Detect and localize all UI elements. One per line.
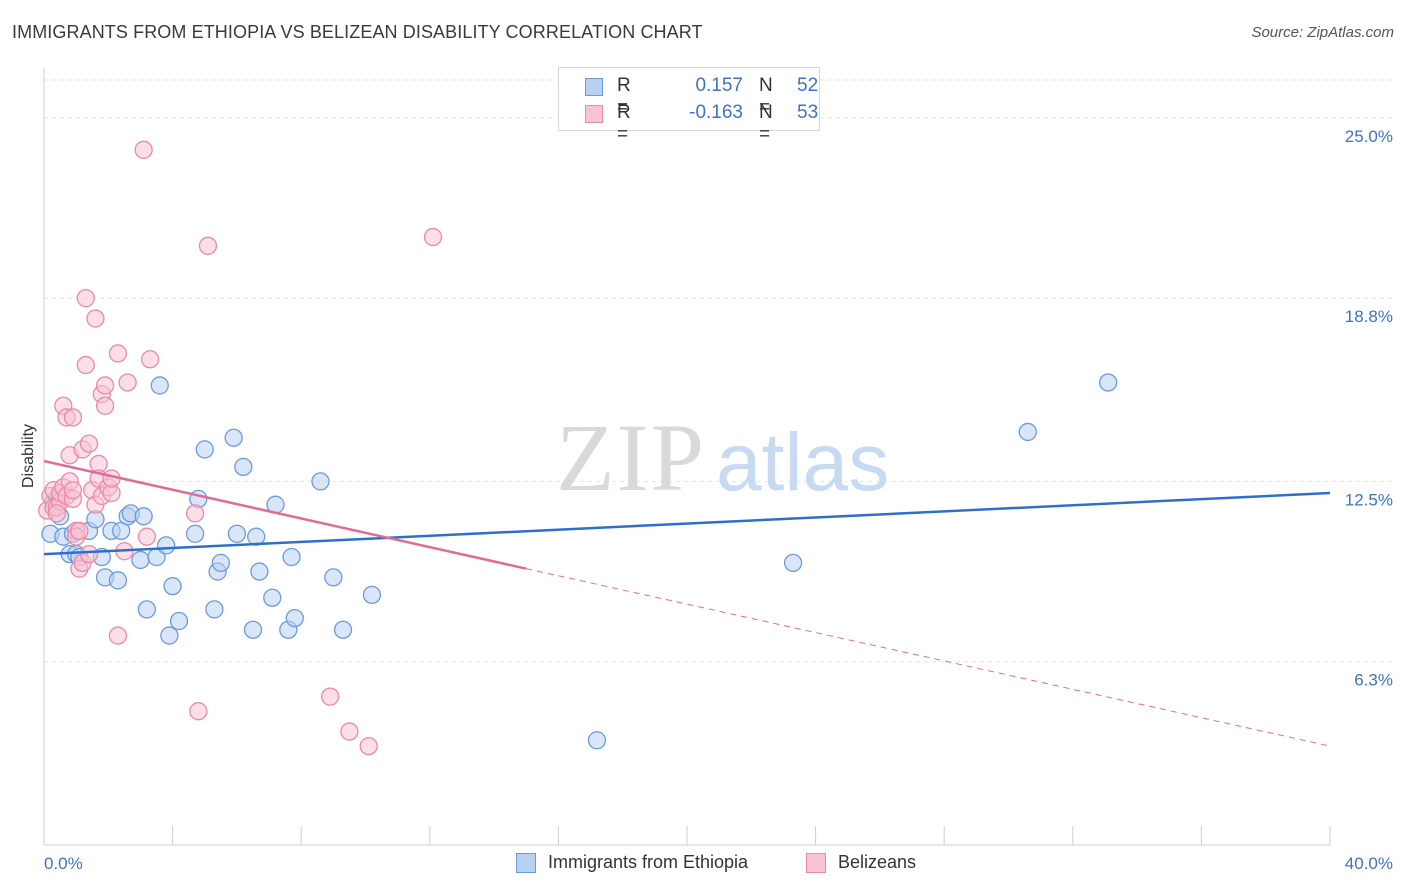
belizean-point[interactable] [86, 309, 105, 328]
belizean-point[interactable] [63, 480, 83, 500]
belizean-point[interactable] [134, 140, 153, 159]
legend-r-label: R = [617, 102, 631, 145]
ethiopia-point[interactable] [205, 600, 224, 619]
grid-lines [44, 79, 1394, 663]
pink-swatch [806, 853, 826, 873]
watermark-zip: ZIP [556, 404, 706, 511]
ethiopia-point[interactable] [282, 547, 301, 567]
correlation-legend: R = 0.157 N = 52 R = -0.163 N = 53 [558, 67, 820, 145]
ethiopia-point[interactable] [134, 507, 153, 526]
ethiopia-point[interactable] [362, 585, 382, 604]
ethiopia-point[interactable] [224, 428, 243, 447]
legend-n-label: N = [759, 75, 773, 118]
ethiopia-point[interactable] [285, 608, 304, 628]
belizean-point[interactable] [340, 722, 359, 741]
ethiopia-point[interactable] [137, 600, 157, 619]
belizean-point[interactable] [63, 408, 83, 427]
belizean-point[interactable] [189, 702, 208, 721]
watermark-atlas: atlas [716, 417, 889, 508]
ethiopia-point[interactable] [587, 731, 607, 750]
belizean-point[interactable] [95, 376, 115, 395]
belizean-point[interactable] [108, 344, 128, 363]
belizean-point[interactable] [359, 736, 378, 756]
chart-title: IMMIGRANTS FROM ETHIOPIA VS BELIZEAN DIS… [12, 22, 703, 42]
ethiopia-point[interactable] [157, 536, 176, 555]
belizean-trend-line [43, 459, 527, 570]
source-credit: Source: ZipAtlas.com [1251, 24, 1394, 41]
series-ethiopia-points [41, 373, 1118, 750]
belizean-point[interactable] [76, 289, 95, 308]
ethiopia-point[interactable] [169, 611, 189, 631]
ethiopia-point[interactable] [163, 576, 182, 596]
watermark: ZIP atlas [556, 404, 889, 511]
belizean-point[interactable] [140, 350, 160, 369]
belizean-point[interactable] [47, 504, 67, 523]
belizean-point[interactable] [137, 527, 157, 546]
y-axis-label: Disability [20, 424, 37, 488]
blue-swatch [585, 78, 603, 96]
y-tick-label: 12.5% [1345, 490, 1393, 509]
belizean-point[interactable] [79, 544, 99, 564]
ethiopia-point[interactable] [311, 472, 330, 491]
legend-r-value-ethiopia: 0.157 [695, 75, 743, 96]
ethiopia-point[interactable] [250, 562, 269, 581]
y-tick-label: 25.0% [1345, 127, 1393, 146]
ethiopia-point[interactable] [131, 550, 150, 570]
x-tick-label-min: 0.0% [44, 854, 83, 873]
legend-n-value-belizean: 53 [797, 102, 819, 123]
belizean-point[interactable] [320, 687, 340, 706]
trend-lines [43, 459, 1331, 747]
ethiopia-point[interactable] [160, 626, 179, 645]
belizean-point[interactable] [198, 236, 218, 255]
ethiopia-point[interactable] [324, 568, 343, 587]
legend-n-value-ethiopia: 52 [797, 75, 819, 96]
ethiopia-point[interactable] [1099, 373, 1118, 392]
belizean-point[interactable] [76, 355, 95, 375]
pink-swatch [585, 105, 603, 123]
legend-label-belizean: Belizeans [838, 852, 917, 872]
legend-r-value-belizean: -0.163 [689, 102, 743, 123]
ethiopia-point[interactable] [1018, 422, 1037, 442]
ethiopia-point[interactable] [211, 553, 230, 573]
y-tick-labels: 6.3% 12.5% 18.8% 25.0% [1345, 127, 1393, 690]
ethiopia-point[interactable] [108, 571, 128, 590]
belizean-point[interactable] [423, 227, 443, 247]
legend-r-label: R = [617, 75, 631, 118]
belizean-point[interactable] [118, 373, 137, 392]
ethiopia-point[interactable] [243, 620, 263, 639]
ethiopia-point[interactable] [333, 620, 353, 639]
belizean-point[interactable] [95, 396, 115, 415]
x-tick-label-max: 40.0% [1345, 854, 1393, 873]
belizean-point[interactable] [185, 504, 205, 523]
ethiopia-point[interactable] [263, 588, 282, 607]
legend-n-label: N = [759, 102, 773, 145]
y-tick-label: 18.8% [1345, 307, 1393, 326]
belizean-trend-extension [526, 568, 1331, 747]
ethiopia-trend-line [43, 491, 1331, 556]
x-tick-labels: 0.0% 40.0% [44, 854, 1393, 873]
series-belizean-points [38, 140, 443, 756]
axes [43, 68, 1331, 846]
belizean-point[interactable] [79, 434, 99, 453]
belizean-point[interactable] [70, 521, 89, 541]
ethiopia-point[interactable] [150, 376, 169, 395]
y-tick-label: 6.3% [1354, 671, 1393, 690]
ethiopia-point[interactable] [227, 524, 247, 543]
ethiopia-point[interactable] [783, 553, 803, 573]
belizean-point[interactable] [108, 626, 128, 645]
ethiopia-point[interactable] [185, 524, 205, 543]
blue-swatch [516, 853, 536, 873]
legend-label-ethiopia: Immigrants from Ethiopia [548, 852, 749, 872]
ethiopia-point[interactable] [234, 457, 253, 477]
ethiopia-point[interactable] [195, 440, 214, 459]
